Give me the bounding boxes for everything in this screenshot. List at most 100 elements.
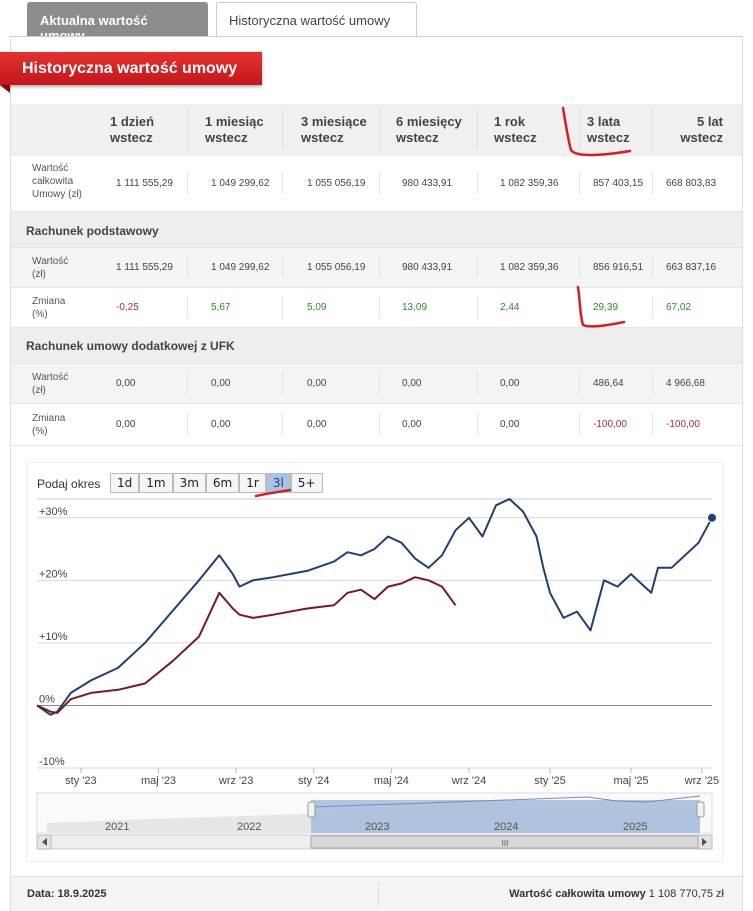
cell-value: 857 403,15 xyxy=(593,178,644,189)
navigator-line xyxy=(310,795,701,808)
y-tick-label: -10% xyxy=(39,756,65,768)
header-col-4: 1 rok wstecz xyxy=(494,114,537,146)
header-divider xyxy=(282,110,283,150)
row-label-line: Umowy (zł) xyxy=(32,189,82,200)
footer-total-label: Wartość całkowita umowy xyxy=(509,888,646,900)
navigator-selection xyxy=(311,800,700,833)
x-tick-label: wrz '24 xyxy=(451,775,487,787)
period-button-5+[interactable]: 5+ xyxy=(290,473,323,493)
x-tick-label: sty '23 xyxy=(65,775,96,787)
tab-historical-value[interactable]: Historyczna wartość umowy xyxy=(216,2,417,37)
header-col-6: 5 lat wstecz xyxy=(680,114,723,146)
x-tick-label: sty '25 xyxy=(534,775,565,787)
cell-value: 668 803,83 xyxy=(666,178,717,189)
cell-value: 4 966,68 xyxy=(666,378,705,389)
row-ufk-value: Wartość (zł) 0,00 0,00 0,00 0,00 0,00 486,64 4 9… xyxy=(11,364,742,404)
series-line-0 xyxy=(36,498,713,716)
cell-divider xyxy=(652,413,653,435)
cell-divider xyxy=(282,372,283,394)
banner-fold xyxy=(0,85,10,93)
row-label-line: (%) xyxy=(32,426,48,437)
cell-divider xyxy=(579,256,580,278)
series-line-1 xyxy=(36,576,457,714)
period-button-1d[interactable]: 1d xyxy=(110,473,140,493)
footer-date-text: Data: 18.9.2025 xyxy=(27,888,107,900)
period-button-3m[interactable]: 3m xyxy=(172,473,206,493)
header-divider xyxy=(477,110,478,150)
scroll-right-arrow-icon xyxy=(702,838,707,846)
header-line2: wstecz xyxy=(301,130,344,145)
period-button-1r[interactable]: 1r xyxy=(239,473,266,493)
navigator-handle-right[interactable] xyxy=(696,801,705,818)
row-label: Wartość (zł) xyxy=(32,255,68,281)
period-label: Podaj okres xyxy=(37,477,101,491)
period-button-6m[interactable]: 6m xyxy=(205,473,240,493)
x-tick-label: sty '24 xyxy=(298,775,329,787)
cell-divider xyxy=(379,296,380,318)
section-basic-label: Rachunek podstawowy xyxy=(26,224,159,238)
history-chart: +30% +20% +10% 0% -10%sty '23 maj '23 wrz '23 s… xyxy=(36,498,720,850)
header-line1: 3 lata xyxy=(587,114,621,129)
y-tick-label: 0% xyxy=(39,693,55,705)
scrollbar-thumb[interactable] xyxy=(310,835,699,849)
period-button-1m[interactable]: 1m xyxy=(139,473,173,493)
cell-value: 29,39 xyxy=(593,302,619,313)
cell-value: 0,00 xyxy=(402,419,422,430)
cell-value: 1 055 056,19 xyxy=(307,262,366,273)
chart-panel: Podaj okres 1d 1m 3m 6m 1r 3l 5+ +30% +20% +10% 0… xyxy=(26,462,723,862)
scroll-left-arrow-icon xyxy=(42,838,47,846)
last-point-marker xyxy=(707,512,717,523)
x-tick-label: wrz '25 xyxy=(684,775,720,787)
cell-value: 1 082 359,36 xyxy=(500,262,559,273)
cell-value: 663 837,16 xyxy=(666,262,717,273)
cell-divider xyxy=(652,296,653,318)
row-label-line: Wartość xyxy=(32,163,69,174)
cell-value: 1 049 299,62 xyxy=(211,178,270,189)
header-divider xyxy=(579,110,580,150)
x-tick-label: maj '25 xyxy=(613,775,648,787)
tab-current-value[interactable]: Aktualna wartość umowy xyxy=(27,2,208,43)
header-line1: 6 miesięcy xyxy=(396,114,462,129)
footer-divider xyxy=(378,882,379,906)
cell-value: 0,00 xyxy=(116,419,136,430)
cell-divider xyxy=(187,296,188,318)
cell-value: 0,00 xyxy=(307,378,327,389)
cell-divider xyxy=(477,296,478,318)
scrollbar-grip: III xyxy=(502,839,509,848)
row-label-line: (zł) xyxy=(32,269,46,280)
navigator-year: 2023 xyxy=(365,821,389,833)
navigator-handle-left[interactable] xyxy=(307,801,316,818)
row-basic-change: Zmiana (%) -0,25 5,67 5,09 13,09 2,44 29,39 67,0… xyxy=(11,288,742,328)
header-line2: wstecz xyxy=(494,130,537,145)
cell-value: 0,00 xyxy=(500,378,520,389)
cell-divider xyxy=(282,256,283,278)
footer-date: Data: 18.9.2025 xyxy=(27,888,107,900)
header-line2: wstecz xyxy=(680,130,723,145)
cell-value: 0,00 xyxy=(307,419,327,430)
cell-value: 0,00 xyxy=(211,378,231,389)
x-tick-label: wrz '23 xyxy=(218,775,254,787)
cell-value: -100,00 xyxy=(666,419,700,430)
cell-divider xyxy=(379,172,380,194)
section-ufk-label: Rachunek umowy dodatkowej z UFK xyxy=(26,339,235,353)
header-line1: 1 rok xyxy=(494,114,526,129)
header-line1: 1 miesiąc xyxy=(205,114,264,129)
row-label-line: całkowita xyxy=(32,176,74,187)
cell-divider xyxy=(187,413,188,435)
footer-total-value: 1 108 770,75 zł xyxy=(648,888,724,900)
cell-divider xyxy=(282,172,283,194)
cell-value: 1 049 299,62 xyxy=(211,262,270,273)
cell-value: 2,44 xyxy=(500,302,520,313)
cell-value: 0,00 xyxy=(402,378,422,389)
y-tick-label: +10% xyxy=(39,631,68,643)
section-ufk: Rachunek umowy dodatkowej z UFK xyxy=(11,328,742,364)
navigator-year: 2025 xyxy=(623,821,647,833)
cell-divider xyxy=(379,256,380,278)
section-banner: Historyczna wartość umowy xyxy=(0,52,262,85)
cell-divider xyxy=(477,172,478,194)
row-basic-value: Wartość (zł) 1 111 555,29 1 049 299,62 1 055… xyxy=(11,248,742,288)
header-col-0: 1 dzień wstecz xyxy=(110,114,154,146)
y-tick-label: +20% xyxy=(39,568,68,580)
cell-value: 486,64 xyxy=(593,378,624,389)
footer-total: Wartość całkowita umowy 1 108 770,75 zł xyxy=(509,888,724,900)
